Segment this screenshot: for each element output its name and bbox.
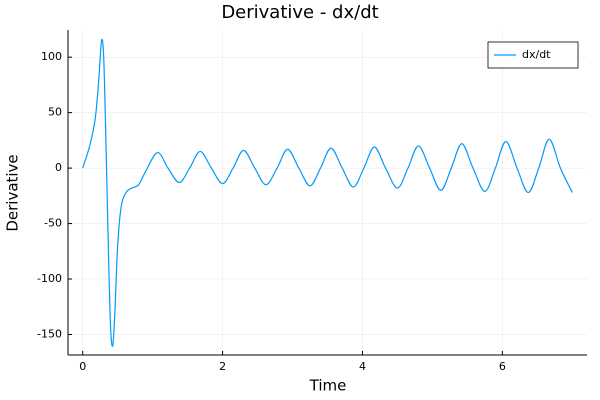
x-tick-label: 4 (359, 360, 366, 373)
x-tick-label: 2 (219, 360, 226, 373)
y-tick-label: -50 (44, 217, 62, 230)
legend-label: dx/dt (522, 48, 551, 61)
y-tick-label: -150 (37, 327, 62, 340)
x-tick-label: 0 (79, 360, 86, 373)
chart-title: Derivative - dx/dt (221, 2, 378, 23)
y-tick-label: 0 (55, 161, 62, 174)
y-tick-label: 100 (41, 50, 62, 63)
y-axis-label: Derivative (4, 154, 22, 231)
y-tick-label: 50 (48, 106, 62, 119)
data-line (82, 38, 573, 347)
x-axis-label: Time (309, 377, 347, 395)
x-tick-label: 6 (499, 360, 506, 373)
y-tick-label: -100 (37, 272, 62, 285)
